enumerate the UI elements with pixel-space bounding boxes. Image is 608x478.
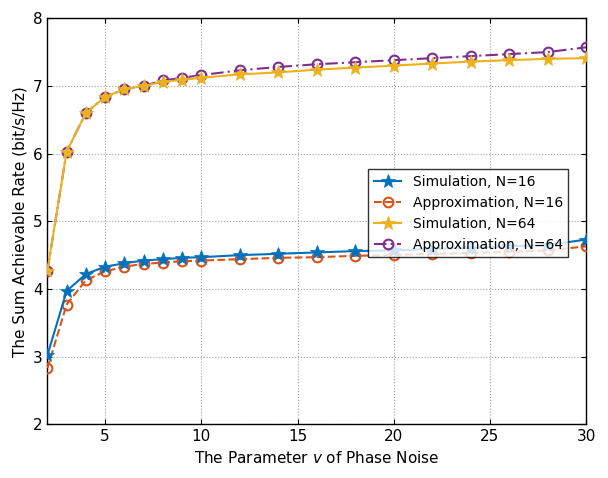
Approximation, N=16 bbox=[467, 250, 474, 256]
Simulation, N=64 bbox=[82, 110, 89, 116]
Simulation, N=16 bbox=[178, 255, 185, 261]
Simulation, N=64 bbox=[275, 69, 282, 75]
Approximation, N=64 bbox=[275, 64, 282, 70]
Approximation, N=16 bbox=[63, 302, 71, 307]
Simulation, N=64 bbox=[159, 79, 167, 85]
Approximation, N=64 bbox=[198, 72, 205, 78]
Approximation, N=16 bbox=[102, 269, 109, 274]
Simulation, N=16 bbox=[467, 245, 474, 250]
Simulation, N=16 bbox=[102, 264, 109, 270]
Approximation, N=64 bbox=[236, 67, 243, 73]
Approximation, N=64 bbox=[102, 94, 109, 99]
Legend: Simulation, N=16, Approximation, N=16, Simulation, N=64, Approximation, N=64: Simulation, N=16, Approximation, N=16, S… bbox=[368, 169, 568, 257]
Simulation, N=16 bbox=[198, 254, 205, 260]
Simulation, N=16 bbox=[351, 248, 359, 254]
X-axis label: The Parameter $v$ of Phase Noise: The Parameter $v$ of Phase Noise bbox=[194, 450, 440, 466]
Simulation, N=64 bbox=[198, 75, 205, 81]
Simulation, N=16 bbox=[505, 243, 513, 249]
Simulation, N=16 bbox=[63, 288, 71, 294]
Simulation, N=64 bbox=[140, 83, 147, 89]
Simulation, N=64 bbox=[582, 55, 590, 61]
Approximation, N=64 bbox=[313, 61, 320, 67]
Simulation, N=64 bbox=[505, 57, 513, 63]
Approximation, N=16 bbox=[582, 243, 590, 249]
Y-axis label: The Sum Achievable Rate (bit/s/Hz): The Sum Achievable Rate (bit/s/Hz) bbox=[12, 86, 27, 357]
Simulation, N=64 bbox=[351, 65, 359, 70]
Approximation, N=64 bbox=[63, 149, 71, 154]
Approximation, N=16 bbox=[390, 252, 398, 258]
Simulation, N=16 bbox=[236, 252, 243, 258]
Line: Simulation, N=16: Simulation, N=16 bbox=[41, 233, 593, 362]
Approximation, N=64 bbox=[178, 75, 185, 81]
Simulation, N=16 bbox=[429, 246, 436, 252]
Approximation, N=16 bbox=[544, 248, 551, 253]
Simulation, N=64 bbox=[236, 72, 243, 77]
Approximation, N=16 bbox=[313, 254, 320, 260]
Line: Approximation, N=16: Approximation, N=16 bbox=[43, 241, 591, 373]
Approximation, N=16 bbox=[82, 277, 89, 283]
Approximation, N=16 bbox=[198, 258, 205, 263]
Simulation, N=64 bbox=[429, 61, 436, 66]
Approximation, N=64 bbox=[582, 44, 590, 50]
Line: Approximation, N=64: Approximation, N=64 bbox=[43, 43, 591, 275]
Approximation, N=16 bbox=[351, 253, 359, 259]
Simulation, N=64 bbox=[390, 63, 398, 68]
Approximation, N=64 bbox=[544, 49, 551, 55]
Simulation, N=16 bbox=[582, 237, 590, 242]
Approximation, N=16 bbox=[159, 260, 167, 265]
Approximation, N=64 bbox=[159, 77, 167, 83]
Approximation, N=16 bbox=[505, 249, 513, 255]
Approximation, N=16 bbox=[429, 251, 436, 257]
Approximation, N=64 bbox=[82, 110, 89, 116]
Approximation, N=16 bbox=[275, 255, 282, 261]
Approximation, N=16 bbox=[44, 365, 51, 371]
Simulation, N=64 bbox=[544, 56, 551, 62]
Simulation, N=16 bbox=[44, 352, 51, 358]
Simulation, N=16 bbox=[544, 242, 551, 248]
Line: Simulation, N=64: Simulation, N=64 bbox=[41, 51, 593, 278]
Approximation, N=16 bbox=[140, 261, 147, 267]
Simulation, N=16 bbox=[275, 251, 282, 257]
Simulation, N=16 bbox=[82, 271, 89, 277]
Simulation, N=16 bbox=[121, 261, 128, 266]
Simulation, N=16 bbox=[140, 258, 147, 263]
Simulation, N=64 bbox=[121, 87, 128, 92]
Approximation, N=16 bbox=[236, 256, 243, 262]
Approximation, N=64 bbox=[140, 83, 147, 89]
Simulation, N=16 bbox=[313, 250, 320, 255]
Approximation, N=64 bbox=[429, 55, 436, 61]
Approximation, N=64 bbox=[505, 51, 513, 57]
Simulation, N=64 bbox=[102, 94, 109, 99]
Approximation, N=16 bbox=[121, 264, 128, 270]
Simulation, N=64 bbox=[313, 67, 320, 73]
Approximation, N=16 bbox=[178, 259, 185, 264]
Approximation, N=64 bbox=[44, 268, 51, 273]
Simulation, N=64 bbox=[467, 59, 474, 65]
Approximation, N=64 bbox=[121, 87, 128, 92]
Simulation, N=64 bbox=[178, 77, 185, 83]
Simulation, N=16 bbox=[390, 248, 398, 253]
Simulation, N=64 bbox=[44, 268, 51, 273]
Simulation, N=64 bbox=[63, 149, 71, 154]
Approximation, N=64 bbox=[351, 59, 359, 65]
Approximation, N=64 bbox=[467, 53, 474, 59]
Approximation, N=64 bbox=[390, 57, 398, 63]
Simulation, N=16 bbox=[159, 256, 167, 262]
